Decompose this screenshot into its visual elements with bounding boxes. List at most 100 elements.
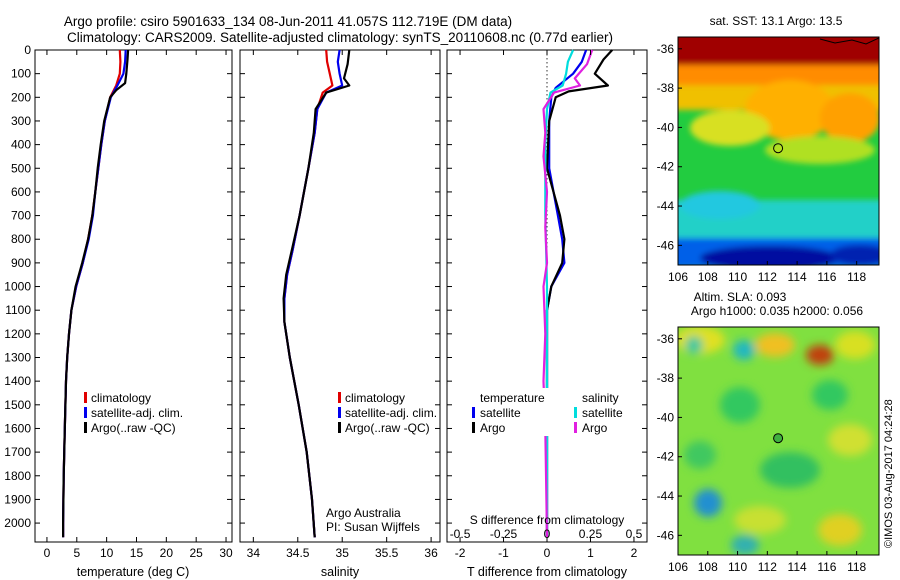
legend-swatch-climatology [84,392,87,403]
legend-swatch-climatology [338,392,341,403]
sla-argo-position-marker [773,433,784,444]
sst-dark-blue-2 [830,245,879,265]
legend-bg [476,388,628,436]
depth-tick-label: 800 [11,232,31,246]
salinity-tick-group: 34 34.5 35 35.5 36 [240,49,440,560]
sla-yellow-6 [818,514,862,546]
sla-cyan-3 [694,489,722,517]
sst-argo-position-marker [773,143,784,154]
legend-swatch-s-argo [574,422,577,433]
sst-lat-tick-label: -36 [657,42,675,56]
depth-tick-label: 900 [11,256,31,270]
figure-title-line-2: Climatology: CARS2009. Satellite-adjuste… [67,30,613,45]
salinity-series-group [282,49,351,538]
legend-swatch-satellite [338,407,341,418]
salinity-x-tick-label: 34.5 [286,546,310,560]
difference-s-tick-label: -0.5 [450,527,471,541]
sst-lat-tick-label: -38 [657,81,675,95]
sst-band-hot [678,37,879,65]
temperature-x-tick-label: 20 [160,546,174,560]
temperature-series-2-line [61,49,130,538]
sst-map-frame [677,36,880,266]
legend-label-s-argo: Argo [582,421,608,435]
depth-tick-label: 300 [11,114,31,128]
legend-swatch-s-satellite [574,407,577,418]
sst-tick-group: 106 108 110 112 114 116 118 -36 -38 -40 -42 -44 -46 [657,42,867,284]
sst-dark-blue [700,246,840,265]
depth-tick-label: 100 [11,67,31,81]
difference-tick-group: -2 -1 0 1 2 -0.5 -0.25 0 0.25 0.5 [447,49,647,560]
sla-lat-tick-label: -38 [657,371,675,385]
sst-coastline [819,37,879,45]
temperature-x-tick-label: 0 [44,546,51,560]
temperature-panel: 0 5 10 15 20 25 300100200300400500600700800900… [4,43,233,579]
salinity-series-2-line [282,49,351,538]
legend-swatch-t-satellite [472,407,475,418]
sst-lon-tick-label: 112 [758,270,777,284]
depth-tick-label: 1100 [5,303,31,317]
sst-lon-tick-label: 114 [788,270,807,284]
temperature-x-tick-label: 30 [219,546,233,560]
sst-lat-tick-label: -44 [657,199,675,213]
temperature-x-tick-label: 10 [100,546,114,560]
depth-tick-label: 600 [11,185,31,199]
depth-tick-label: 1900 [4,492,31,506]
difference-x-tick-label: 0 [544,546,551,560]
sla-cyan-2 [685,336,703,354]
salinity-panel: 34 34.5 35 35.5 36 climatology satellite-adj… [239,49,441,579]
sst-lon-tick-label: 110 [728,270,747,284]
sst-blobs [678,37,879,265]
figure-title-line-1: Argo profile: csiro 5901633_134 08-Jun-2… [64,14,512,29]
difference-panel: -2 -1 0 1 2 -0.5 -0.25 0 0.25 0.5 temperature sal… [446,49,648,579]
sla-yellow-4 [828,424,872,456]
sla-yellow-3 [835,331,875,359]
legend-label-t-satellite: satellite [480,406,521,420]
salinity-legend: climatology satellite-adj. clim. Argo(..… [338,391,437,435]
salinity-annotation-line-1: Argo Australia [326,506,401,520]
difference-s-tick-label: -0.25 [490,527,518,541]
temperature-plot-frame [34,49,233,543]
sla-orange-1 [806,345,834,365]
temperature-legend: climatology satellite-adj. clim. Argo(..… [84,391,183,435]
sst-lat-tick-label: -42 [657,160,675,174]
sla-lon-tick-label: 118 [847,560,866,574]
difference-series-3-line [542,49,594,538]
depth-tick-label: 1000 [4,280,31,294]
salinity-x-tick-label: 36 [424,546,438,560]
salinity-x-tick-label: 35.5 [375,546,399,560]
sst-lon-tick-label: 116 [817,270,836,284]
sst-yellow-patch [690,110,770,146]
imos-watermark: ©IMOS 03-Aug-2017 04:24:28 [883,399,895,548]
sla-yellow-2 [755,333,795,357]
salinity-plot-frame [239,49,441,543]
legend-swatch-argo [338,422,341,433]
sst-lat-tick-label: -46 [657,238,675,252]
legend-label-climatology: climatology [345,391,405,405]
sst-lat-tick-label: -40 [657,120,675,134]
sla-cyan-4 [731,535,759,555]
sla-yellow-5 [734,506,786,534]
depth-tick-label: 1600 [4,421,31,435]
sla-cyan-1 [733,340,755,360]
temperature-x-tick-label: 25 [190,546,204,560]
legend-label-climatology: climatology [91,391,151,405]
legend-swatch-t-argo [472,422,475,433]
depth-tick-label: 2000 [4,516,31,530]
t-difference-x-axis-label: T difference from climatology [467,565,628,579]
sla-lat-tick-label: -36 [657,332,675,346]
sst-lon-tick-label: 118 [847,270,866,284]
s-difference-label: S difference from climatology [470,513,625,527]
sst-map-title: sat. SST: 13.1 Argo: 13.5 [710,14,843,28]
temperature-x-axis-label: temperature (deg C) [77,565,190,579]
difference-series-group [542,49,614,538]
legend-label-argo: Argo(..raw -QC) [91,421,176,435]
sla-tick-group: 106 108 110 112 114 116 118 -36 -38 -40 -42 -44 -46 [657,332,867,574]
difference-legend: temperature salinity satellite Argo sate… [472,388,628,436]
difference-s-tick-label: 0.25 [579,527,603,541]
sst-warm-tongue-2 [820,93,879,143]
difference-s-tick-label: 0 [544,527,551,541]
difference-x-tick-label: -2 [455,546,466,560]
legend-heading-salinity: salinity [582,391,619,405]
legend-label-satellite: satellite-adj. clim. [345,406,437,420]
